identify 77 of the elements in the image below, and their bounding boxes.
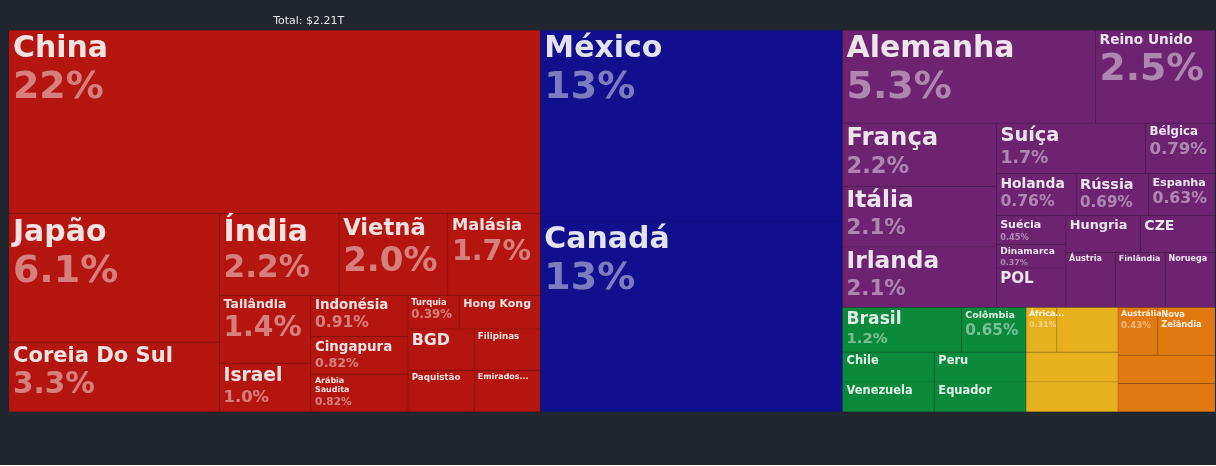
data-label: 0.79% <box>1149 139 1208 159</box>
category-label: Irlanda <box>846 245 940 273</box>
data-label: 0.39% <box>411 307 453 322</box>
data-label: 13% <box>544 253 636 298</box>
category-label: Equador <box>938 382 993 397</box>
category-label: Paquistão <box>411 372 461 383</box>
category-label: Hong Kong <box>463 297 531 311</box>
category-label: Vietnã <box>343 213 426 240</box>
data-label: 2.5% <box>1099 45 1204 90</box>
category-label: Austrália <box>1121 309 1162 319</box>
category-label: Canadá <box>544 219 670 255</box>
data-label: 2.2% <box>846 151 910 178</box>
data-label: 2.1% <box>846 274 906 300</box>
data-label: 2.0% <box>343 238 438 279</box>
category-label: Filipinas <box>477 331 520 342</box>
category-label: Cingapura <box>314 338 393 354</box>
category-label: Suíça <box>1000 123 1060 147</box>
category-label: Itália <box>846 185 914 213</box>
category-label: Tailândia <box>223 296 287 312</box>
category-label: Coreia Do Sul <box>12 342 173 368</box>
data-label: 1.2% <box>846 329 888 347</box>
data-label: 13% <box>544 63 636 108</box>
data-label: 0.31% <box>1028 320 1057 330</box>
category-label: Malásia <box>451 214 523 234</box>
category-label: Hungria <box>1069 216 1128 232</box>
category-label: África... <box>1028 308 1065 319</box>
data-label: 0.82% <box>314 394 353 408</box>
category-label: Dinamarca <box>1000 246 1055 257</box>
category-label: Colômbia <box>965 309 1016 321</box>
category-label: Índia <box>223 212 308 248</box>
category-label: França <box>846 122 939 152</box>
data-label: 1.7% <box>1000 147 1049 168</box>
category-label: China <box>12 29 109 65</box>
category-label: Israel <box>223 364 283 386</box>
category-label: Emirados... <box>477 372 529 382</box>
category-label: Rússia <box>1080 175 1134 192</box>
category-label: CZE <box>1144 216 1175 233</box>
data-label: 2.2% <box>223 247 310 284</box>
data-label: 22% <box>12 63 104 108</box>
data-label: 2.1% <box>846 214 906 240</box>
category-label: Espanha <box>1152 175 1206 189</box>
data-label: 3.3% <box>12 366 95 401</box>
data-label: 1.0% <box>223 386 270 406</box>
category-label: Áustria <box>1069 252 1102 264</box>
data-label: 1.4% <box>223 310 302 344</box>
category-label: Reino Unido <box>1099 31 1193 48</box>
category-label: Brasil <box>846 308 902 329</box>
category-label: Turquia <box>411 297 447 308</box>
category-label: Venezuela <box>846 382 913 397</box>
text: Total: $2.21T <box>272 13 345 27</box>
data-label: 0.63% <box>1152 187 1208 207</box>
category-label: Japão <box>10 212 107 248</box>
category-label: Chile <box>846 353 879 368</box>
category-label: Alemanha <box>846 29 1015 65</box>
category-label: Suécia <box>1000 217 1042 231</box>
data-label: 6.1% <box>12 246 119 291</box>
category-label: POL <box>1000 269 1035 288</box>
data-label: 0.69% <box>1080 192 1133 211</box>
category-label: México <box>544 29 663 65</box>
category-label: Arábia Saudita <box>314 376 350 395</box>
category-label: Bélgica <box>1149 124 1198 139</box>
category-label: BGD <box>411 330 451 350</box>
data-label: 0.82% <box>314 354 360 370</box>
category-label: Holanda <box>1000 174 1065 191</box>
data-label: 1.7% <box>451 233 532 267</box>
category-label: Finlândia <box>1118 254 1161 264</box>
data-label: 0.76% <box>1000 190 1055 210</box>
data-label: 0.65% <box>965 320 1019 339</box>
category-label: Peru <box>938 353 969 368</box>
data-label: 0.43% <box>1121 320 1152 331</box>
category-label: Indonésia <box>314 297 389 313</box>
data-label: 0.37% <box>1000 258 1028 268</box>
data-label: 5.3% <box>846 63 952 108</box>
category-label: Nova Zelândia <box>1161 309 1202 329</box>
data-label: 0.91% <box>314 313 370 332</box>
category-label: Noruega <box>1168 254 1208 264</box>
data-label: 0.45% <box>1000 231 1029 242</box>
